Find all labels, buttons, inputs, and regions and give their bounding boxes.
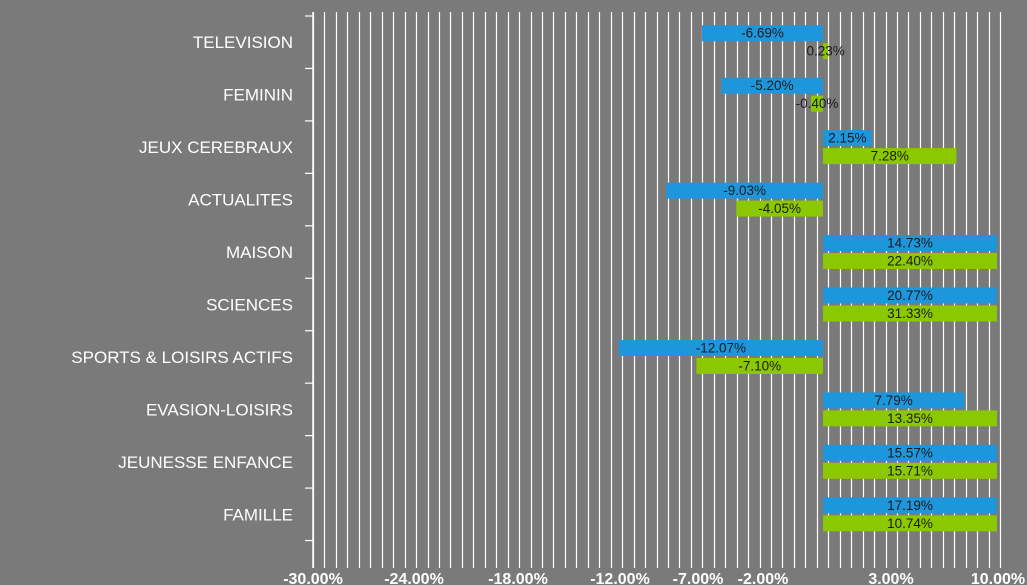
data-label: -6.69% [741,26,784,41]
bar [618,339,823,356]
bar [736,200,823,217]
bar [823,444,997,461]
bar [702,25,823,42]
x-tick-labels: -30.00% -24.00% -18.00% -12.00% -7.00% -2.00%… [283,571,1025,585]
category-label: ACTUALITES [188,191,293,210]
x-tick-label: 3.00% [868,571,913,585]
data-label: -5.20% [751,78,794,93]
category-label: MAISON [226,243,293,262]
bar [823,410,997,427]
bars [618,25,997,532]
bar [823,392,965,409]
category-label: JEUX CEREBRAUX [139,138,293,157]
bar [666,182,823,199]
data-label: 22.40% [887,254,933,269]
data-label: -9.03% [723,183,766,198]
bar [721,77,823,94]
bar [823,148,957,165]
data-label: 20.77% [887,288,933,303]
data-label: -7.10% [738,358,781,373]
category-label: JEUNESSE ENFANCE [118,453,293,472]
x-tick-label: -30.00% [283,571,343,585]
category-labels: TELEVISION FEMININ JEUX CEREBRAUX ACTUALITE… [71,33,293,524]
bar [696,357,823,374]
data-label: 15.71% [887,463,933,478]
category-label: SPORTS & LOISIRS ACTIFS [71,348,293,367]
data-label: -12.07% [696,340,746,355]
data-label: 0.23% [806,44,844,59]
data-label: 7.79% [874,393,912,408]
x-tick-label: 10.00% [971,571,1025,585]
bar [823,43,829,60]
data-label: 10.74% [887,516,933,531]
data-label: 7.28% [871,149,909,164]
data-label: 31.33% [887,306,933,321]
bar [823,130,872,147]
data-label: 15.57% [887,445,933,460]
bar [811,95,823,112]
category-label: TELEVISION [193,33,293,52]
bar [823,305,997,322]
data-label: -0.40% [796,96,839,111]
category-label: EVASION-LOISIRS [146,400,293,419]
bar [823,235,997,252]
data-labels: -6.69% 0.23% -5.20%-0.40% 2.15% 7.28% -9.03% -… [696,26,933,531]
category-label: SCIENCES [206,295,293,314]
data-label: 17.19% [887,498,933,513]
x-tick-label: -18.00% [488,571,548,585]
category-label: FAMILLE [223,505,293,524]
data-label: -4.05% [758,201,801,216]
bar [823,253,997,270]
x-tick-label: -2.00% [738,571,789,585]
x-tick-label: -7.00% [673,571,724,585]
data-label: 14.73% [887,236,933,251]
category-label: FEMININ [223,86,293,105]
bar [823,497,997,514]
data-label: 2.15% [828,131,866,146]
bar [823,515,997,532]
bar [823,287,997,304]
x-tick-label: -24.00% [384,571,444,585]
bar [823,462,997,479]
data-label: 13.35% [887,411,933,426]
y-axis [305,12,314,568]
x-tick-label: -12.00% [590,571,650,585]
